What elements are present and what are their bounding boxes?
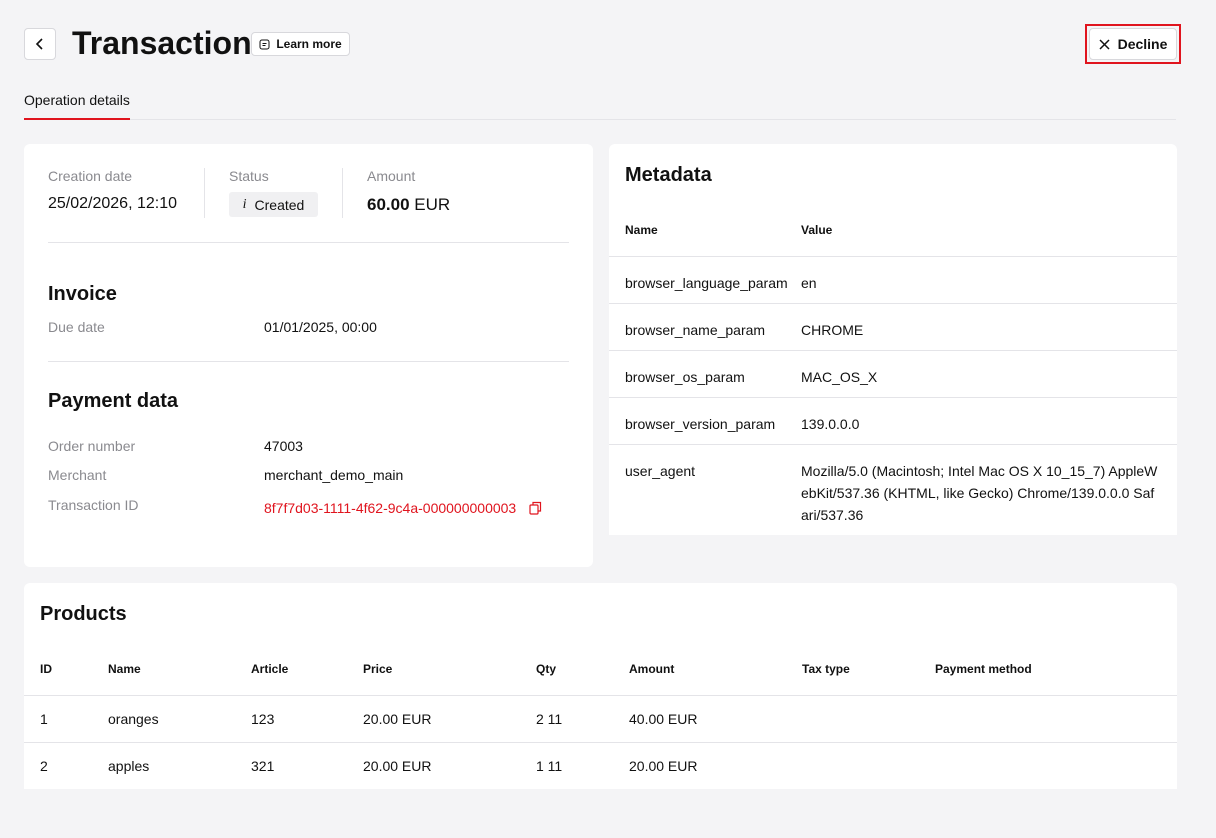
amount-value: 60.00 bbox=[367, 195, 410, 214]
column-header: Payment method bbox=[935, 662, 1032, 676]
status-value: Created bbox=[254, 196, 305, 213]
row-divider bbox=[609, 256, 1177, 257]
cell: apples bbox=[108, 758, 150, 774]
field-value: 01/01/2025, 00:00 bbox=[264, 319, 377, 335]
field-label: Status bbox=[229, 168, 269, 184]
cell: 123 bbox=[251, 711, 275, 727]
divider bbox=[48, 361, 569, 362]
products-card bbox=[24, 583, 1177, 789]
page-title: Transaction bbox=[72, 25, 252, 61]
column-header: Amount bbox=[629, 662, 675, 676]
row-divider bbox=[24, 742, 1177, 743]
cell: 20.00 EUR bbox=[363, 758, 432, 774]
cell: 1 bbox=[40, 711, 48, 727]
field-label: Amount bbox=[367, 168, 416, 184]
divider bbox=[342, 168, 343, 218]
tab-underline bbox=[24, 118, 130, 120]
cell: 20.00 EUR bbox=[363, 711, 432, 727]
transaction-id[interactable]: 8f7f7d03-1111-4f62-9c4a-000000000003 bbox=[264, 500, 517, 516]
cell: 1 11 bbox=[536, 758, 563, 774]
field-value: 25/02/2026, 12:10 bbox=[48, 195, 178, 212]
cell: browser_name_param bbox=[625, 322, 766, 338]
tab-divider bbox=[24, 119, 1176, 120]
field-label: Order number bbox=[48, 438, 136, 454]
decline-button[interactable]: Decline bbox=[1089, 28, 1177, 60]
cell: browser_os_param bbox=[625, 369, 745, 385]
learn-more-button[interactable]: Learn more bbox=[251, 32, 350, 56]
cell: Mozilla/5.0 (Macintosh; Intel Mac OS X 1… bbox=[801, 463, 1158, 523]
cell: CHROME bbox=[801, 322, 864, 338]
highlight bbox=[1085, 24, 1181, 64]
cell: browser_version_param bbox=[625, 416, 776, 432]
copy-icon[interactable] bbox=[529, 501, 542, 515]
amount: 60.00 EUR bbox=[367, 195, 450, 215]
row-divider bbox=[609, 444, 1177, 445]
row-divider bbox=[609, 350, 1177, 351]
row-divider bbox=[609, 397, 1177, 398]
cell: oranges bbox=[108, 711, 159, 727]
row-divider bbox=[609, 303, 1177, 304]
cell: browser_language_param bbox=[625, 275, 788, 291]
cell: en bbox=[801, 275, 817, 291]
field-label: Merchant bbox=[48, 467, 107, 483]
cell: 139.0.0.0 bbox=[801, 416, 860, 432]
cell: 2 11 bbox=[536, 711, 563, 727]
info-icon: i bbox=[242, 196, 247, 212]
column-header: Name bbox=[625, 223, 658, 237]
field-value: 47003 bbox=[264, 438, 303, 454]
column-header: Qty bbox=[536, 662, 557, 676]
column-header: Price bbox=[363, 662, 393, 676]
section-title: Invoice bbox=[48, 283, 117, 305]
decline-label: Decline bbox=[1117, 36, 1168, 52]
tab[interactable]: Operation details bbox=[24, 92, 130, 108]
doc-icon bbox=[259, 39, 270, 49]
section-title: Payment data bbox=[48, 390, 179, 412]
field-value: merchant_demo_main bbox=[264, 467, 404, 483]
learn-more-label: Learn more bbox=[276, 37, 342, 51]
cell: 40.00 EUR bbox=[629, 711, 698, 727]
field-label: Due date bbox=[48, 319, 105, 335]
column-header: Name bbox=[108, 662, 141, 676]
section-title: Metadata bbox=[625, 164, 712, 186]
row-divider bbox=[24, 695, 1177, 696]
cell: 20.00 EUR bbox=[629, 758, 698, 774]
field-label: Transaction ID bbox=[48, 497, 139, 513]
back-button[interactable] bbox=[24, 28, 56, 60]
field-label: Creation date bbox=[48, 168, 133, 184]
column-header: ID bbox=[40, 662, 52, 676]
back-icon bbox=[35, 38, 43, 50]
column-header: Tax type bbox=[802, 662, 850, 676]
status-badge: i Created bbox=[229, 192, 318, 217]
section-title: Products bbox=[40, 603, 127, 625]
cell: 2 bbox=[40, 758, 48, 774]
column-header: Article bbox=[251, 662, 289, 676]
close-icon bbox=[1099, 38, 1110, 50]
divider bbox=[204, 168, 205, 218]
divider bbox=[48, 242, 569, 243]
metadata-card bbox=[609, 144, 1177, 535]
amount-currency: EUR bbox=[414, 195, 451, 214]
cell: 321 bbox=[251, 758, 275, 774]
cell: MAC_OS_X bbox=[801, 369, 878, 385]
column-header: Value bbox=[801, 223, 833, 237]
cell: user_agent bbox=[625, 463, 696, 479]
